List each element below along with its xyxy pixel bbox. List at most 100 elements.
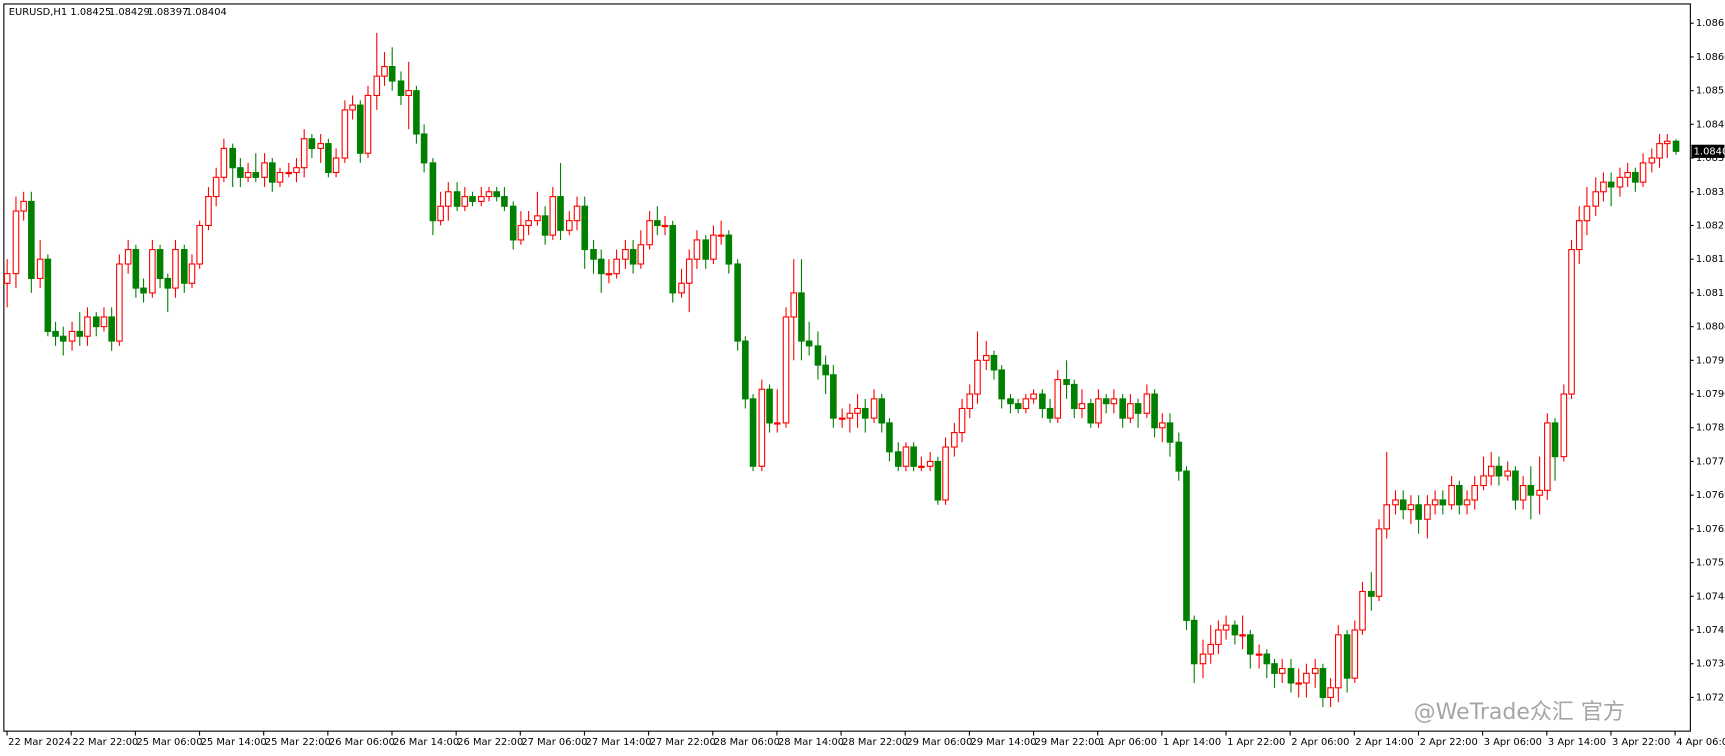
candle-body	[1351, 629, 1359, 679]
candle-body	[1656, 143, 1663, 159]
candle-body	[308, 138, 316, 149]
candle-body	[886, 422, 893, 453]
candle-body	[1151, 393, 1158, 429]
candle-body	[1335, 634, 1342, 689]
candle-body	[1663, 140, 1671, 145]
candle-body	[838, 417, 846, 420]
candle-body	[1087, 403, 1095, 424]
candle-body	[894, 451, 902, 467]
y-tick-label: 1.0790	[1696, 389, 1725, 400]
candle-body	[654, 220, 661, 227]
x-tick-label: 26 Mar 06:00	[329, 737, 395, 748]
candle-body	[268, 162, 276, 183]
candle-body	[557, 196, 564, 231]
candle-body	[44, 258, 52, 332]
x-tick-label: 28 Mar 22:00	[842, 737, 908, 748]
candle-body	[1255, 653, 1263, 656]
candle-body	[341, 109, 349, 159]
candle-body	[1207, 643, 1214, 655]
candle-body	[1607, 181, 1615, 188]
candle-body	[244, 171, 252, 178]
y-tick-label: 1.0734	[1696, 659, 1725, 670]
candle-body	[742, 340, 749, 400]
candle-body	[1456, 484, 1463, 506]
y-tick-label: 1.0727	[1696, 692, 1725, 703]
candle-body	[590, 249, 597, 260]
candle-body	[725, 234, 733, 265]
candle-body	[356, 104, 364, 154]
watermark: @WeTrade众汇 官方	[1414, 700, 1625, 725]
candle-body	[509, 205, 517, 241]
x-tick-label: 25 Mar 06:00	[136, 737, 202, 748]
candle-body	[1648, 157, 1656, 164]
candle-body	[766, 388, 773, 424]
candle-body	[541, 215, 549, 236]
x-tick-label: 3 Apr 06:00	[1484, 737, 1542, 748]
candle-body	[597, 258, 605, 275]
y-tick-label: 1.0804	[1696, 322, 1725, 333]
candle-body	[605, 273, 613, 276]
x-tick-label: 29 Mar 22:00	[1035, 737, 1101, 748]
candle-body	[1375, 528, 1383, 597]
candle-body	[68, 330, 76, 342]
x-tick-label: 27 Mar 06:00	[521, 737, 587, 748]
x-tick-label: 25 Mar 22:00	[265, 737, 331, 748]
header-value: 1.08397	[147, 7, 188, 18]
candle-body	[172, 249, 179, 289]
candle-body	[613, 258, 620, 275]
candle-body	[1544, 422, 1551, 491]
candle-body	[261, 162, 268, 178]
candle-body	[1463, 499, 1471, 506]
candle-body	[790, 292, 798, 318]
candles	[3, 32, 1680, 708]
candle-body	[1078, 403, 1086, 410]
x-tick-label: 27 Mar 22:00	[650, 737, 716, 748]
candle-body	[1070, 383, 1078, 410]
x-tick-label: 3 Apr 22:00	[1612, 737, 1670, 748]
x-tick-label: 28 Mar 14:00	[778, 737, 844, 748]
candle-body	[12, 210, 20, 275]
candle-body	[773, 422, 781, 425]
candle-body	[1616, 176, 1624, 188]
candle-body	[1504, 470, 1512, 477]
candle-body	[317, 143, 324, 149]
candle-body	[549, 196, 557, 236]
candle-body	[413, 90, 420, 135]
candle-body	[1431, 499, 1439, 506]
candle-body	[325, 143, 332, 174]
candle-body	[28, 200, 35, 280]
candle-body	[332, 157, 340, 174]
candle-body	[1632, 171, 1639, 183]
candle-body	[1448, 484, 1455, 506]
candle-body	[92, 316, 100, 328]
y-tick-label: 1.0769	[1696, 490, 1725, 501]
candle-body	[1175, 441, 1183, 472]
x-tick-label: 26 Mar 22:00	[457, 737, 523, 748]
candle-body	[1392, 499, 1399, 506]
y-tick-label: 1.0853	[1696, 86, 1725, 97]
candle-body	[814, 345, 822, 366]
y-tick-label: 1.0797	[1696, 355, 1725, 366]
x-tick-label: 22 Mar 22:00	[72, 737, 138, 748]
candle-body	[52, 330, 59, 337]
candle-body	[822, 364, 829, 376]
y-tick-label: 1.0762	[1696, 524, 1725, 535]
candle-body	[1592, 191, 1600, 207]
candle-body	[749, 398, 757, 467]
candle-body	[1519, 484, 1527, 501]
candle-body	[1639, 162, 1647, 183]
y-tick-label: 1.0783	[1696, 423, 1725, 434]
candle-body	[1143, 393, 1151, 414]
candle-body	[478, 196, 485, 202]
candle-body	[717, 234, 725, 237]
candle-body	[1327, 687, 1334, 698]
candle-body	[805, 340, 813, 347]
candle-body	[36, 258, 44, 280]
candle-body	[381, 66, 388, 77]
candle-body	[1102, 398, 1110, 405]
candle-body	[1063, 379, 1070, 385]
candle-body	[1624, 171, 1631, 178]
candle-body	[525, 220, 532, 227]
